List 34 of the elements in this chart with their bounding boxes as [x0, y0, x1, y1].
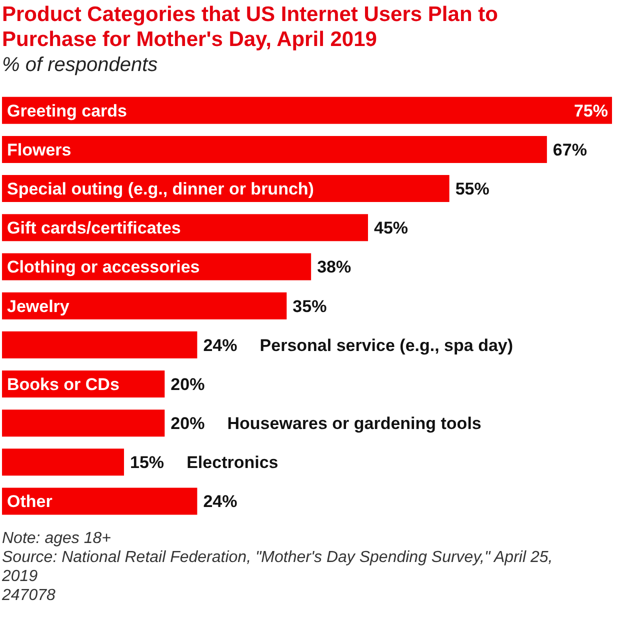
- data-label: 38%: [317, 258, 352, 277]
- y-tick-label: Flowers: [7, 140, 72, 160]
- y-tick-label: Electronics: [186, 453, 278, 472]
- data-label: 35%: [292, 296, 327, 316]
- data-label: 45%: [374, 218, 408, 238]
- data-label: 67%: [552, 140, 587, 160]
- y-tick-label: Personal service (e.g., spa day): [260, 336, 514, 355]
- y-tick-label: Clothing or accessories: [7, 258, 200, 277]
- bar: [2, 331, 198, 358]
- text: 247078: [2, 586, 56, 605]
- bar: [2, 448, 124, 476]
- data-label: 75%: [574, 101, 608, 120]
- bar: [2, 96, 612, 124]
- data-label: 15%: [130, 453, 164, 472]
- bar: [2, 410, 165, 437]
- data-label: 20%: [170, 374, 205, 394]
- y-tick-label: Gift cards/certificates: [7, 218, 181, 238]
- y-tick-label: Jewelry: [7, 296, 70, 316]
- source-note: Source: National Retail Federation, "Mother's Day Spending Survey," April 25, 2019: [2, 548, 554, 586]
- text: Note: ages 18+: [2, 529, 112, 548]
- y-tick-label: Books or CDs: [7, 374, 120, 394]
- y-tick-label: Other: [7, 492, 53, 512]
- data-label: 24%: [203, 336, 238, 355]
- y-tick-label: Special outing (e.g., dinner or brunch): [7, 179, 314, 198]
- y-tick-label: Greeting cards: [7, 101, 127, 120]
- chart-title: Product Categories that US Internet Users Plan to Purchase for Mother's Day, April 2019: [2, 2, 499, 52]
- y-tick-label: Housewares or gardening tools: [227, 414, 482, 434]
- data-label: 20%: [170, 414, 205, 434]
- bar: [2, 136, 547, 163]
- bar: [2, 488, 198, 515]
- data-label: 24%: [203, 492, 238, 512]
- bar: [2, 292, 287, 320]
- data-label: 55%: [455, 179, 490, 198]
- chart-subtitle: % of respondents: [2, 54, 159, 77]
